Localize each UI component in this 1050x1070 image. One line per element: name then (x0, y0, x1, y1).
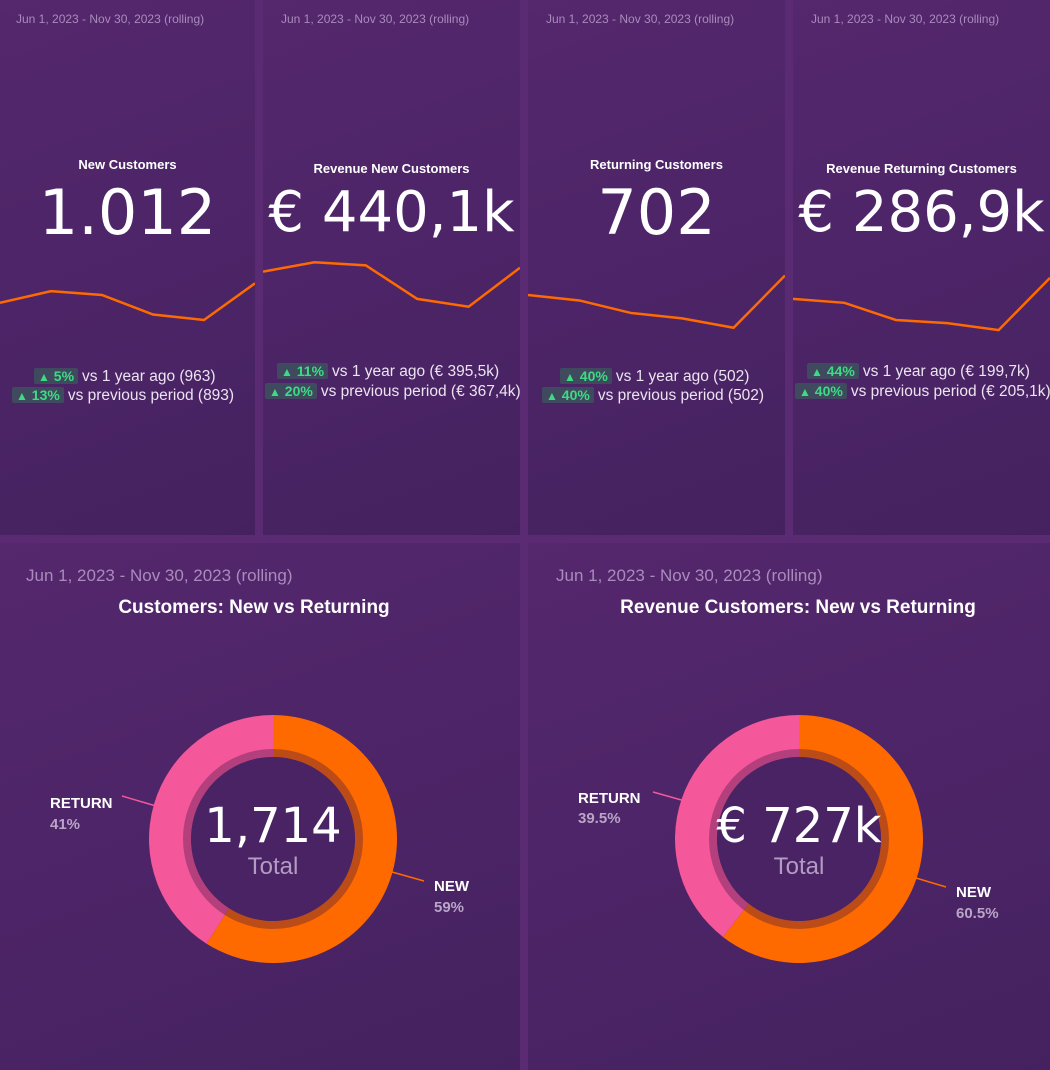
kpi-card-revenue-new-customers: Jun 1, 2023 - Nov 30, 2023 (rolling) Rev… (263, 0, 520, 535)
change-badge: ▲ 20% (265, 383, 317, 399)
change-badge: ▲ 5% (34, 368, 79, 384)
donut-total-value: 1,714 (204, 798, 342, 854)
change-badge: ▲ 40% (542, 387, 594, 403)
comparison-year: ▲ 5% vs 1 year ago (963) (34, 368, 216, 386)
sparkline-path (528, 274, 785, 330)
leader-line-new (915, 877, 947, 888)
comparison-year: ▲ 11% vs 1 year ago (€ 395,5k) (277, 363, 499, 381)
donut-slice-return[interactable] (675, 715, 799, 937)
kpi-title: Revenue Returning Customers (826, 161, 1017, 176)
donut-hole (191, 757, 355, 921)
sparkline (793, 276, 1050, 332)
donut-inner-shadow (709, 749, 889, 929)
leader-line-return (652, 791, 686, 802)
kpi-value: € 440,1k (268, 180, 515, 245)
date-range: Jun 1, 2023 - Nov 30, 2023 (rolling) (811, 12, 1000, 26)
up-arrow-icon: ▲ (799, 385, 811, 399)
donut-ring (149, 715, 398, 963)
comparison-year: ▲ 40% vs 1 year ago (502) (560, 368, 749, 386)
up-arrow-icon: ▲ (811, 365, 823, 379)
donut-total-value: € 727k (716, 798, 882, 854)
kpi-value: 702 (597, 176, 716, 249)
sparkline (0, 282, 255, 322)
donut-hole (717, 757, 881, 921)
slice-pct-return: 41% (50, 816, 81, 833)
sparkline (528, 274, 785, 330)
change-badge: ▲ 44% (807, 363, 859, 379)
up-arrow-icon: ▲ (38, 370, 50, 384)
slice-label-return: RETURN (50, 795, 113, 812)
donut-slice-new[interactable] (206, 715, 398, 963)
sparkline (263, 260, 520, 309)
kpi-card-new-customers: Jun 1, 2023 - Nov 30, 2023 (rolling) New… (0, 0, 255, 535)
up-arrow-icon: ▲ (269, 385, 281, 399)
comparison-period: ▲ 40% vs previous period (502) (542, 387, 764, 405)
slice-pct-new: 60.5% (956, 905, 999, 922)
kpi-card-returning-customers: Jun 1, 2023 - Nov 30, 2023 (rolling) Ret… (528, 0, 785, 535)
sparkline-path (263, 260, 520, 309)
leader-line-return (121, 795, 157, 807)
chart-title: Customers: New vs Returning (118, 597, 390, 618)
donut-inner-shadow (183, 749, 363, 929)
donut-ring (675, 715, 923, 963)
date-range: Jun 1, 2023 - Nov 30, 2023 (rolling) (281, 12, 470, 26)
kpi-title: New Customers (78, 157, 177, 172)
slice-label-new: NEW (434, 878, 469, 895)
slice-label-return: RETURN (578, 790, 641, 807)
donut-slice-return[interactable] (149, 715, 273, 944)
date-range: Jun 1, 2023 - Nov 30, 2023 (rolling) (556, 566, 823, 585)
chart-title: Revenue Customers: New vs Returning (620, 597, 976, 618)
comparison-period: ▲ 13% vs previous period (893) (12, 387, 234, 405)
kpi-title: Revenue New Customers (313, 161, 470, 176)
date-range: Jun 1, 2023 - Nov 30, 2023 (rolling) (26, 566, 293, 585)
date-range: Jun 1, 2023 - Nov 30, 2023 (rolling) (546, 12, 735, 26)
change-badge: ▲ 11% (277, 363, 329, 379)
up-arrow-icon: ▲ (16, 389, 28, 403)
comparison-period: ▲ 20% vs previous period (€ 367,4k) (265, 383, 520, 401)
leader-line-new (391, 871, 425, 882)
up-arrow-icon: ▲ (564, 370, 576, 384)
donut-total-label: Total (247, 853, 299, 880)
donut-total-label: Total (773, 853, 825, 880)
up-arrow-icon: ▲ (546, 389, 558, 403)
kpi-value: € 286,9k (798, 180, 1045, 245)
donut-slice-new[interactable] (722, 715, 923, 963)
comparison-year: ▲ 44% vs 1 year ago (€ 199,7k) (807, 363, 1030, 381)
kpi-card-revenue-returning-customers: Jun 1, 2023 - Nov 30, 2023 (rolling) Rev… (793, 0, 1050, 535)
slice-pct-new: 59% (434, 899, 465, 916)
comparison-period: ▲ 40% vs previous period (€ 205,1k) (795, 383, 1050, 401)
up-arrow-icon: ▲ (281, 365, 293, 379)
sparkline-path (793, 276, 1050, 332)
change-badge: ▲ 40% (560, 368, 612, 384)
slice-pct-return: 39.5% (578, 810, 621, 827)
change-badge: ▲ 13% (12, 387, 64, 403)
kpi-title: Returning Customers (590, 157, 723, 172)
slice-label-new: NEW (956, 884, 991, 901)
kpi-value: 1.012 (38, 176, 217, 249)
date-range: Jun 1, 2023 - Nov 30, 2023 (rolling) (16, 12, 205, 26)
sparkline-path (0, 282, 255, 322)
change-badge: ▲ 40% (795, 383, 847, 399)
